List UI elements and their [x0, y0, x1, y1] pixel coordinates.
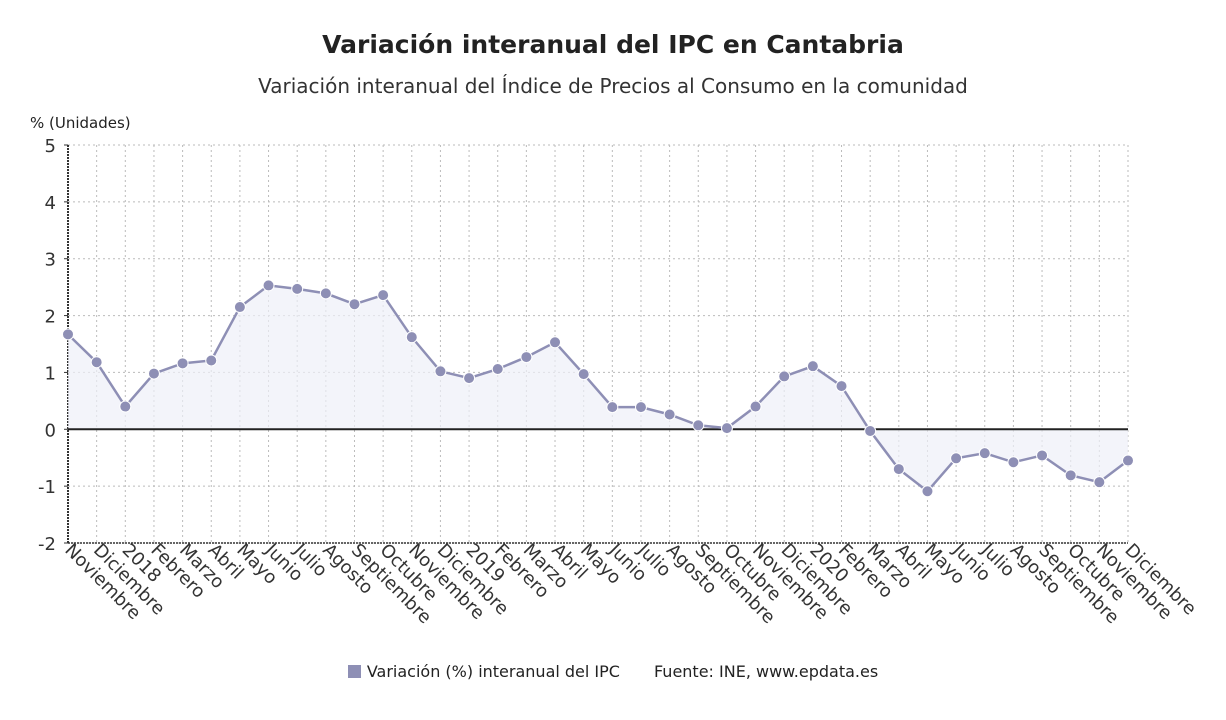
- y-tick-label: 5: [45, 136, 56, 157]
- data-point: [892, 463, 905, 476]
- data-point: [90, 356, 103, 369]
- data-point: [520, 351, 533, 364]
- data-point: [1122, 454, 1134, 467]
- data-point: [806, 360, 819, 373]
- series-area: [68, 285, 1128, 492]
- data-point: [749, 400, 762, 413]
- data-point: [606, 401, 619, 414]
- data-point: [978, 447, 991, 460]
- data-point: [1036, 449, 1049, 462]
- data-point: [1007, 456, 1020, 469]
- data-point: [463, 372, 476, 385]
- data-point: [835, 380, 848, 393]
- y-tick-label: 4: [45, 193, 56, 214]
- data-point: [291, 282, 304, 295]
- data-point: [377, 289, 390, 302]
- y-tick-label: -2: [38, 534, 56, 555]
- data-point: [921, 485, 934, 498]
- legend-label: Variación (%) interanual del IPC: [366, 662, 620, 681]
- data-point: [1064, 469, 1077, 482]
- data-point: [663, 408, 676, 421]
- y-tick-label: 1: [45, 363, 56, 384]
- y-tick-label: -1: [38, 477, 56, 498]
- data-point: [692, 419, 705, 432]
- data-point: [864, 424, 877, 437]
- chart-title: Variación interanual del IPC en Cantabri…: [322, 30, 904, 59]
- y-tick-label: 3: [45, 250, 56, 271]
- data-point: [119, 400, 132, 413]
- data-point: [577, 368, 590, 381]
- data-point: [62, 328, 74, 341]
- data-point: [491, 363, 504, 376]
- data-point: [319, 287, 332, 300]
- data-point: [205, 354, 218, 367]
- data-point: [634, 401, 647, 414]
- y-tick-label: 2: [45, 307, 56, 328]
- data-point: [233, 301, 246, 314]
- data-point: [147, 367, 160, 380]
- data-point: [778, 370, 791, 383]
- legend: Variación (%) interanual del IPC Fuente: …: [0, 662, 1226, 681]
- legend-swatch: [347, 665, 361, 678]
- data-point: [262, 279, 275, 292]
- data-point: [348, 298, 361, 311]
- chart-subtitle: Variación interanual del Índice de Preci…: [258, 74, 968, 98]
- y-tick-label: 0: [45, 420, 56, 441]
- source-text: Fuente: INE, www.epdata.es: [653, 662, 879, 681]
- data-point: [405, 331, 418, 344]
- data-point: [549, 336, 562, 349]
- data-point: [720, 422, 733, 435]
- data-point: [176, 357, 189, 370]
- data-point: [950, 452, 963, 465]
- y-axis-label: % (Unidades): [30, 114, 131, 132]
- data-point: [1093, 476, 1106, 489]
- data-point: [434, 365, 447, 378]
